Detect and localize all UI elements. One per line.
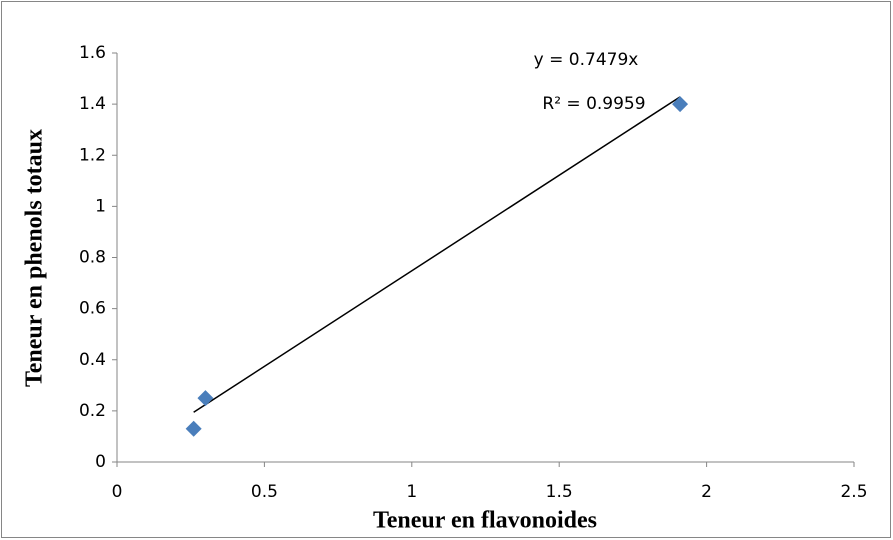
y-tick-label: 1.6	[79, 43, 106, 63]
x-tick-label: 1	[406, 482, 417, 502]
data-point	[197, 390, 214, 407]
y-tick-label: 0.4	[79, 350, 106, 370]
y-tick-label: 0	[95, 452, 106, 472]
y-tick-label: 1.4	[79, 94, 106, 114]
x-tick-label: 0	[112, 482, 123, 502]
data-point	[672, 96, 689, 113]
trendline-equation: y = 0.7479x	[534, 50, 639, 70]
x-tick-label: 1.5	[546, 482, 573, 502]
trendline-r2: R² = 0.9959	[542, 94, 645, 114]
y-axis-title: Teneur en phenols totaux	[22, 129, 48, 387]
y-tick-label: 0.2	[79, 401, 106, 421]
y-tick-label: 0.6	[79, 299, 106, 319]
x-tick-label: 0.5	[251, 482, 278, 502]
y-tick-label: 1.2	[79, 145, 106, 165]
y-tick-label: 1	[95, 196, 106, 216]
trendline	[193, 96, 681, 413]
x-axis-title: Teneur en flavonoides	[373, 508, 597, 534]
x-tick-label: 2	[701, 482, 712, 502]
data-point	[185, 420, 202, 437]
x-tick-label: 2.5	[840, 482, 867, 502]
y-tick-label: 0.8	[79, 248, 106, 268]
